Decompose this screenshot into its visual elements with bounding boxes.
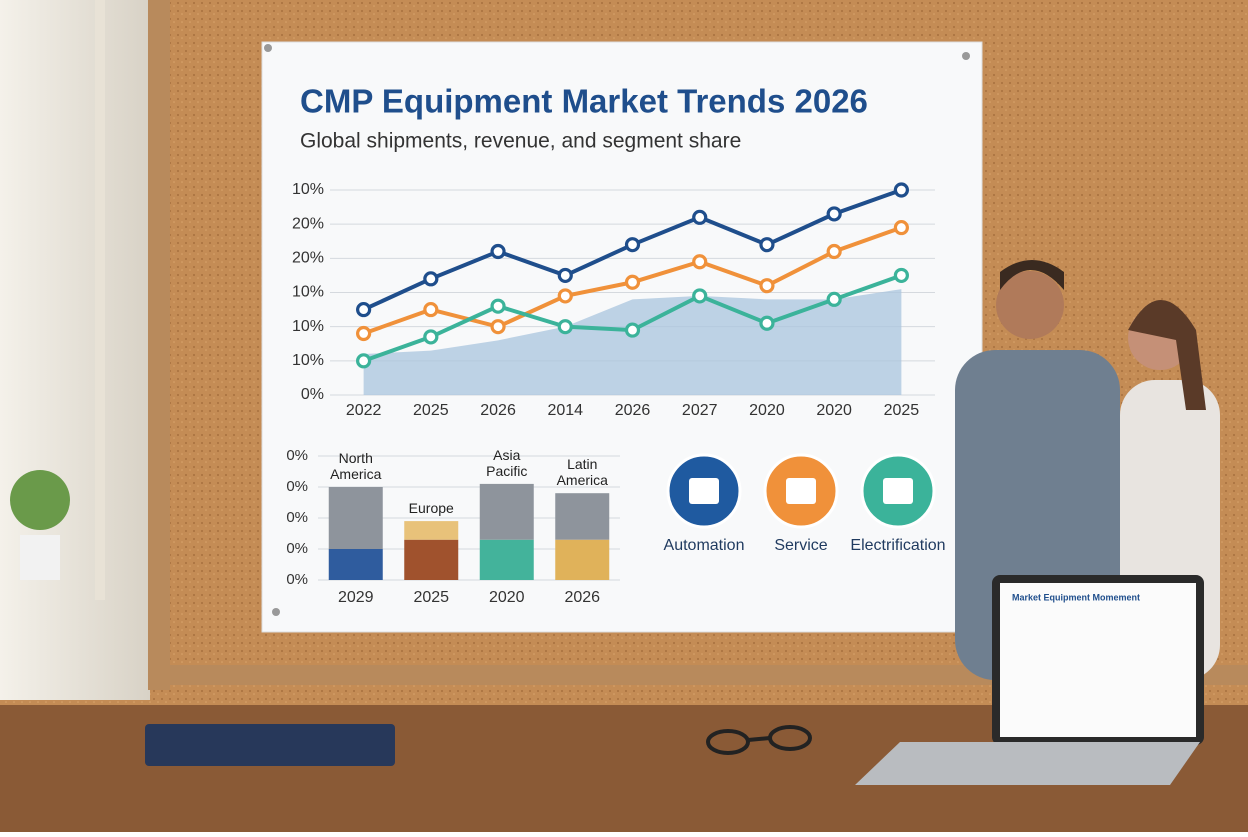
y-tick-label: 0% [286, 447, 308, 464]
x-tick-label: 2014 [547, 402, 583, 419]
point [759, 237, 775, 253]
x-tick-label: 2022 [346, 402, 382, 419]
pot [20, 535, 60, 580]
laptop-chart-title: Market Equipment Momement [1012, 592, 1140, 602]
x-tick-label: 2026 [615, 402, 651, 419]
icon-glyph [883, 478, 913, 504]
x-tick-label: 2029 [338, 589, 374, 606]
bar-category-label: Europe [409, 500, 454, 516]
icon-label: Electrification [850, 537, 945, 554]
point [624, 322, 641, 338]
point [893, 219, 909, 236]
chart-title: CMP Equipment Market Trends 2026 [300, 83, 868, 120]
bar-segment [479, 483, 534, 540]
chart-subtitle: Global shipments, revenue, and segment s… [300, 130, 741, 153]
x-tick-label: 2025 [413, 589, 449, 606]
point [490, 298, 506, 314]
icon-row: Automation Service Electrification [664, 453, 946, 554]
point [423, 301, 439, 318]
point [356, 301, 372, 318]
x-tick-label: 2025 [884, 402, 920, 419]
y-tick-label: 10% [292, 318, 324, 335]
point [557, 267, 573, 284]
point [692, 254, 708, 270]
bar-segment [555, 493, 610, 540]
y-tick-label: 0% [286, 509, 308, 526]
y-tick-label: 10% [292, 352, 324, 369]
laptop-base [855, 742, 1200, 785]
x-tick-label: 2026 [564, 589, 600, 606]
icon-label: Automation [664, 537, 745, 554]
icon-glyph [689, 478, 719, 504]
point [692, 209, 708, 225]
x-tick-label: 2026 [480, 402, 516, 419]
point [826, 291, 842, 307]
y-tick-label: 0% [286, 478, 308, 495]
point [624, 274, 641, 290]
point [893, 267, 909, 284]
laptop-screen [1000, 583, 1196, 737]
icon-glyph [786, 478, 816, 504]
point [356, 353, 372, 369]
point [557, 319, 573, 335]
point [490, 319, 506, 335]
y-tick-label: 10% [292, 181, 324, 198]
y-tick-label: 0% [301, 386, 324, 403]
y-tick-label: 10% [292, 284, 324, 301]
y-tick-label: 0% [286, 540, 308, 557]
bar-segment [404, 521, 459, 540]
bar-category-label: North America [330, 450, 382, 482]
bar-category-label: Asia Pacific [486, 447, 527, 479]
frame-left [148, 0, 170, 690]
bar-category-label: Latin America [557, 456, 609, 488]
x-tick-label: 2020 [749, 402, 785, 419]
point [759, 278, 775, 294]
point [826, 206, 842, 222]
window [0, 0, 150, 700]
point [356, 325, 372, 342]
icon-label: Service [774, 537, 827, 554]
x-tick-label: 2020 [816, 402, 852, 419]
x-tick-label: 2025 [413, 402, 449, 419]
bar-segment [404, 539, 459, 580]
point [423, 329, 439, 345]
point [557, 288, 573, 304]
bar-segment [479, 539, 534, 580]
point [423, 271, 439, 287]
glasses [706, 725, 812, 755]
point [490, 243, 506, 260]
point [759, 315, 775, 331]
area [363, 289, 902, 395]
y-tick-label: 20% [292, 215, 324, 232]
y-tick-label: 0% [286, 571, 308, 588]
bar-segment [328, 549, 383, 580]
point [692, 288, 708, 304]
point [826, 243, 842, 260]
y-tick-label: 20% [292, 250, 324, 267]
x-tick-label: 2027 [682, 402, 718, 419]
bar-segment [555, 539, 610, 580]
window-frame [95, 0, 105, 600]
notebook [145, 724, 395, 766]
point [624, 237, 641, 253]
plant [10, 470, 70, 530]
bar-segment [328, 487, 383, 549]
point [893, 182, 909, 198]
x-tick-label: 2020 [489, 589, 525, 606]
